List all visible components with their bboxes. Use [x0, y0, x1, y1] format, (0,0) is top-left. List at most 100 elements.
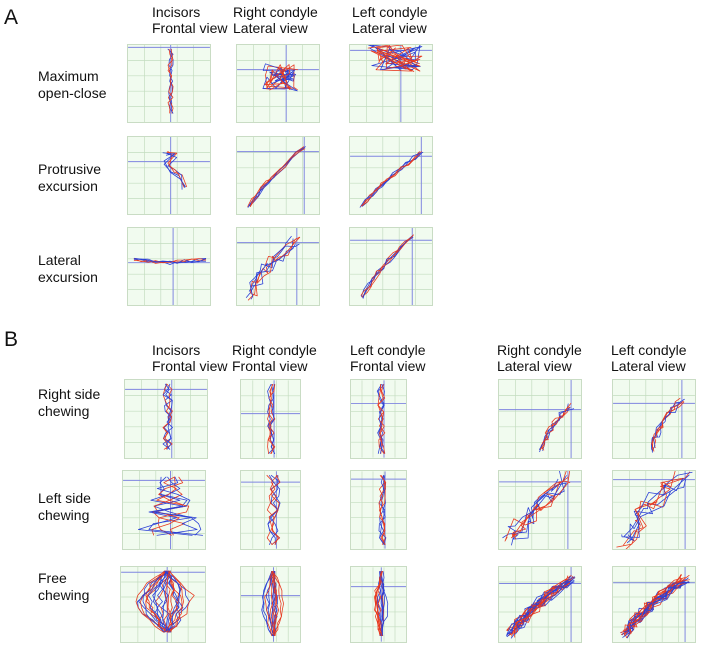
trace-blue — [362, 235, 413, 299]
trace-red — [268, 474, 281, 545]
trace-blue — [382, 571, 389, 636]
trajectory-svg — [613, 567, 695, 642]
trace-red — [167, 48, 174, 114]
trace-red — [377, 384, 386, 454]
panel-letter-b: B — [4, 328, 19, 351]
trace-red — [512, 471, 571, 540]
trace-red — [360, 153, 421, 207]
trajectory-plot — [236, 227, 320, 306]
trajectory-plot — [120, 566, 206, 643]
trace-blue — [133, 257, 207, 264]
trace-red — [250, 236, 301, 294]
trace-red — [377, 384, 386, 454]
trace-blue — [261, 570, 274, 637]
trace-blue — [512, 475, 567, 540]
trajectory-svg — [241, 471, 300, 549]
column-header: Right condyle Lateral view — [233, 4, 318, 36]
trajectory-svg — [351, 567, 406, 642]
trajectory-svg — [499, 380, 581, 458]
trajectory-plot — [127, 44, 211, 123]
trace-blue — [163, 570, 181, 633]
trajectory-svg — [350, 45, 432, 122]
trace-red — [133, 258, 207, 264]
trace-red — [361, 234, 414, 298]
trace-blue — [153, 476, 198, 536]
trace-red — [377, 571, 383, 636]
trace-red — [264, 571, 273, 637]
trajectory-plot — [127, 227, 211, 306]
trace-red — [145, 570, 169, 633]
trajectory-plot — [612, 566, 696, 643]
column-header: Incisors Frontal view — [152, 4, 228, 36]
trace-red — [367, 45, 421, 70]
trajectory-plot — [498, 379, 582, 459]
trace-blue — [626, 581, 684, 639]
trace-blue — [622, 582, 688, 638]
trajectory-plot — [127, 136, 211, 215]
trace-red — [360, 235, 414, 296]
column-header: Left condyle Frontal view — [350, 342, 426, 374]
trace-blue — [265, 570, 275, 637]
trajectory-plot — [124, 379, 208, 459]
trace-red — [361, 151, 420, 207]
trajectory-svg — [350, 228, 432, 305]
trace-red — [624, 581, 689, 639]
trace-red — [163, 570, 171, 633]
trajectory-svg — [351, 471, 406, 549]
trace-blue — [162, 570, 169, 633]
trace-red — [378, 475, 387, 545]
trace-blue — [162, 383, 173, 450]
trajectory-svg — [613, 471, 695, 549]
trajectory-plot — [236, 44, 320, 123]
trace-red — [271, 571, 280, 636]
trajectory-svg — [350, 137, 432, 214]
trajectory-svg — [499, 567, 581, 642]
trajectory-plot — [350, 470, 407, 550]
trajectory-svg — [237, 45, 319, 122]
trace-red — [374, 571, 384, 637]
trace-blue — [162, 152, 186, 188]
row-header: Free chewing — [38, 570, 90, 603]
trajectory-svg — [128, 137, 210, 214]
trace-red — [374, 571, 384, 637]
trace-red — [361, 237, 411, 298]
trace-blue — [269, 69, 298, 92]
trajectory-plot — [349, 44, 433, 123]
trace-red — [269, 571, 275, 637]
trajectory-svg — [237, 137, 319, 214]
trace-red — [266, 474, 277, 546]
trace-blue — [623, 471, 693, 542]
column-header: Right condyle Frontal view — [232, 342, 317, 374]
trace-blue — [621, 477, 684, 538]
trajectory-plot — [122, 470, 206, 550]
trajectory-svg — [499, 471, 581, 549]
trace-red — [273, 571, 282, 636]
trace-red — [272, 571, 277, 636]
row-header: Left side chewing — [38, 490, 91, 523]
trajectory-svg — [241, 567, 300, 642]
column-header: Left condyle Lateral view — [611, 342, 687, 374]
trace-blue — [378, 475, 387, 545]
trace-red — [249, 148, 305, 207]
trajectory-plot — [498, 566, 582, 643]
trace-red — [135, 570, 167, 633]
trajectory-plot — [236, 136, 320, 215]
trace-red — [156, 476, 190, 536]
trace-red — [164, 570, 183, 633]
row-header: Right side chewing — [38, 386, 101, 419]
trace-blue — [137, 476, 193, 536]
trace-red — [162, 383, 173, 450]
column-header: Right condyle Lateral view — [497, 342, 582, 374]
trace-blue — [359, 151, 424, 208]
trace-red — [379, 475, 386, 545]
row-header: Protrusive excursion — [38, 161, 102, 194]
trace-red — [168, 570, 184, 633]
trace-blue — [249, 243, 300, 300]
trace-red — [140, 570, 170, 633]
trace-blue — [267, 384, 276, 455]
panel-letter-a: A — [4, 6, 19, 29]
trace-red — [511, 578, 570, 637]
trace-red — [651, 400, 684, 452]
trace-blue — [502, 471, 565, 539]
trace-red — [510, 471, 567, 536]
